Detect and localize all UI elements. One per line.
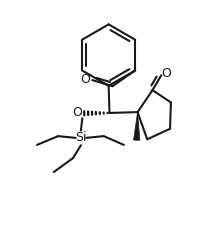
Text: Si: Si xyxy=(75,131,87,144)
Polygon shape xyxy=(134,112,140,140)
Text: O: O xyxy=(72,106,82,119)
Text: O: O xyxy=(81,73,91,86)
Text: O: O xyxy=(162,67,172,80)
